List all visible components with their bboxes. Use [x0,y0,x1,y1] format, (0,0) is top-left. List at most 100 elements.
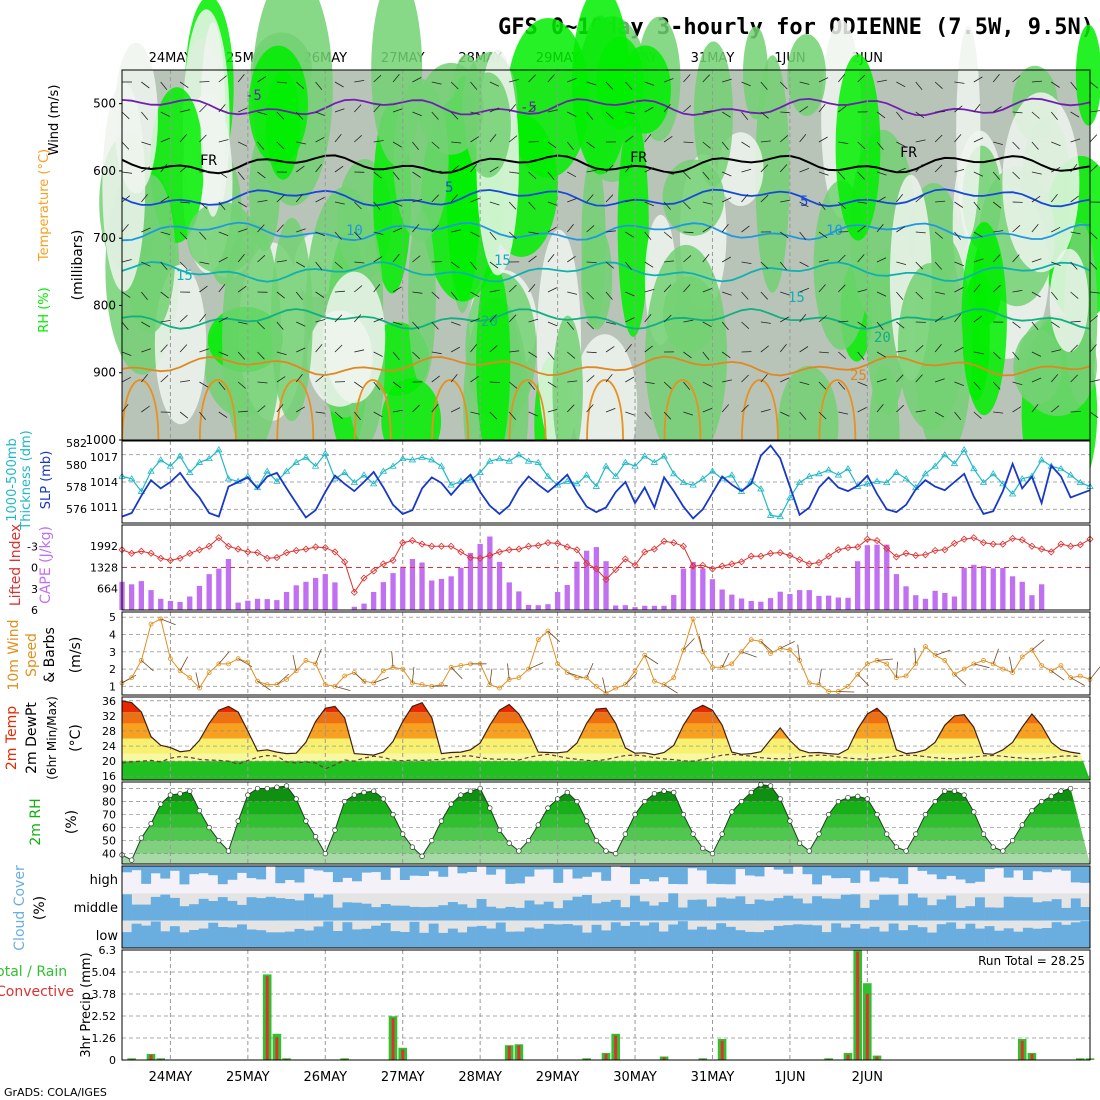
lifted-point [244,548,252,556]
wind-barb [973,171,984,177]
cloud-cell [227,927,238,948]
thickness-point [931,462,939,469]
wind-barb [760,164,769,173]
cloud-cell [639,901,650,921]
wind-barb [973,201,981,211]
wind-barb [276,291,285,299]
thickness-point [883,478,891,486]
cloud-cell [457,866,468,874]
wind-barb [1031,377,1042,383]
wind-barb [276,81,287,84]
cloud-cell [716,897,727,921]
wind-barb [1012,406,1022,413]
wind-barb [1050,111,1058,121]
cloud-cell [802,924,813,948]
contour-label: FR [630,150,647,166]
rh-blob [552,315,583,465]
rh-point [835,798,841,805]
cloud-cell [620,907,631,921]
cape-tick: 1328 [90,561,118,574]
lifted-point [912,551,920,560]
rh-point [913,831,919,837]
wind-barb [276,321,284,330]
wind-barb-10m [698,636,704,652]
wind-barb [586,169,597,173]
wind-barb [257,111,268,116]
lifted-point [554,539,562,547]
wind-barb [334,344,343,353]
wind-barb [121,171,132,174]
wind-point [322,682,328,688]
wind-barb [818,284,826,293]
wind-barb [915,231,926,234]
wind-barb [818,259,829,263]
cloud-cell [534,904,544,921]
ylabel-speed: Speed [24,633,40,677]
lifted-point [708,565,717,573]
cape-bar [700,568,706,610]
rh-point [845,794,851,801]
cloud-cell [246,929,257,948]
rh-point [622,831,629,837]
cloud-cell [965,866,976,884]
wind-barb [876,404,884,413]
cloud-cell [994,866,1005,869]
lifted-point [437,542,446,550]
cloud-cell [955,928,966,948]
cloud-cell [735,866,746,870]
wind-barb [237,141,248,147]
cloud-cell [677,866,688,885]
wind-barb [586,225,595,233]
cape-bar [864,545,870,610]
wind-barb [741,321,750,329]
rh-blob [408,211,436,385]
cape-bar [845,597,851,610]
cloud-cell [150,896,161,921]
lifted-point [941,546,949,554]
wind-barb [567,255,576,263]
thickness-tick: 582 [66,437,87,450]
cloud-cell [975,928,985,948]
wind-barb [508,411,517,420]
cloud-cell [783,895,794,921]
ylabel-rh2m: 2m RH [28,798,44,845]
cape-bar [313,577,319,610]
cloud-cell [994,907,1005,921]
wind-barb [683,411,694,416]
wind-barb [625,317,635,323]
rh-point [1019,822,1025,828]
cape-bar [990,568,996,610]
thickness-point [399,454,407,462]
wind-barb [818,201,826,210]
lifted-point [970,534,978,542]
wind-barb [392,286,402,293]
cloud-level-high: high [90,873,118,888]
cloud-cell [572,925,583,948]
wind-barb [992,106,1002,113]
wind-barb [180,201,191,204]
thickness-point [1066,471,1075,478]
wind-point [1039,663,1044,669]
wind-barb [528,255,537,263]
lifted-point [331,548,339,556]
wind-barb-10m [528,662,544,670]
lifted-point [641,548,649,556]
wind-barb [857,407,867,413]
cape-bar [458,567,464,610]
wind-point [284,677,289,682]
cape-bar [942,593,948,610]
lifted-point [815,558,823,567]
cloud-cell [256,930,267,948]
wind-barb [489,231,497,240]
cape-bar [806,590,812,610]
wind-barb [934,81,943,89]
wind-barb [160,344,168,353]
wind-barb [934,134,943,143]
cloud-cell [399,932,410,948]
wind-barb [625,111,636,115]
wind-barb [528,231,539,235]
cloud-cell [428,923,439,948]
rh-point [235,818,241,824]
rh-point [458,792,464,798]
wind-barb [276,111,285,120]
